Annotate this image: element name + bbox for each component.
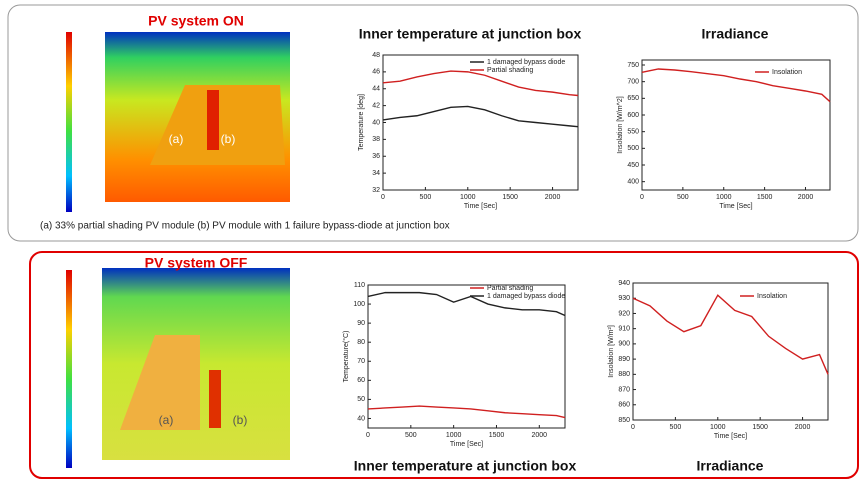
x-axis-label: Time [Sec] [450, 441, 483, 448]
module [120, 335, 200, 430]
plot-frame [382, 54, 579, 191]
x-tick-label: 1500 [752, 424, 768, 431]
x-tick-label: 1000 [716, 194, 732, 201]
chart-title: Inner temperature at junction box [354, 458, 577, 474]
y-tick-label: 38 [372, 136, 380, 143]
y-tick-label: 36 [372, 153, 380, 160]
chart-title: Inner temperature at junction box [359, 26, 582, 42]
plot-frame [632, 282, 829, 421]
x-tick-label: 1500 [757, 194, 773, 201]
x-tick-label: 2000 [545, 194, 561, 201]
data-line [382, 105, 579, 128]
y-tick-label: 930 [618, 295, 630, 302]
data-line [632, 294, 829, 375]
y-axis-label: Insolation [W/m^2] [617, 96, 624, 153]
x-axis-label: Time [Sec] [719, 203, 752, 210]
data-line [641, 68, 831, 103]
y-tick-label: 700 [627, 79, 639, 86]
data-line [367, 405, 566, 419]
plot-frame [641, 59, 831, 191]
y-tick-label: 750 [627, 62, 639, 69]
y-tick-label: 650 [627, 95, 639, 102]
x-axis-label: Time [Sec] [714, 433, 747, 440]
y-axis-label: Temperature [deg] [358, 94, 365, 151]
y-tick-label: 910 [618, 326, 630, 333]
x-tick-label: 500 [677, 194, 689, 201]
x-tick-label: 500 [670, 424, 682, 431]
x-tick-label: 2000 [532, 432, 548, 439]
y-tick-label: 870 [618, 386, 630, 393]
y-tick-label: 940 [618, 280, 630, 287]
y-tick-label: 90 [357, 320, 365, 327]
panel-frame [7, 4, 859, 242]
legend-label: 1 damaged bypass diode [487, 59, 565, 66]
y-tick-label: 890 [618, 356, 630, 363]
y-tick-label: 850 [618, 417, 630, 424]
y-tick-label: 70 [357, 358, 365, 365]
y-tick-label: 900 [618, 341, 630, 348]
y-tick-label: 450 [627, 162, 639, 169]
y-axis-label: Temperature(°C) [342, 331, 350, 383]
y-tick-label: 600 [627, 112, 639, 119]
x-tick-label: 0 [381, 194, 385, 201]
x-tick-label: 0 [640, 194, 644, 201]
y-tick-label: 550 [627, 129, 639, 136]
y-tick-label: 40 [357, 415, 365, 422]
y-tick-label: 80 [357, 339, 365, 346]
x-tick-label: 2000 [798, 194, 814, 201]
chart-title: Irradiance [702, 26, 769, 42]
y-tick-label: 48 [372, 52, 380, 59]
y-tick-label: 60 [357, 377, 365, 384]
y-tick-label: 100 [353, 301, 365, 308]
plot-frame [367, 284, 566, 429]
hot-spot [209, 370, 221, 428]
legend-label: Insolation [772, 69, 802, 76]
y-tick-label: 44 [372, 86, 380, 93]
y-tick-label: 880 [618, 371, 630, 378]
y-tick-label: 32 [372, 187, 380, 194]
chart-title: Irradiance [697, 458, 764, 474]
image-label: (a) [169, 132, 184, 146]
colorbar [66, 32, 72, 212]
y-tick-label: 920 [618, 310, 630, 317]
legend-label: Insolation [757, 293, 787, 300]
legend-label: Partial shading [487, 67, 533, 74]
x-tick-label: 500 [405, 432, 417, 439]
image-label: (b) [233, 413, 248, 427]
x-tick-label: 500 [420, 194, 432, 201]
x-tick-label: 1000 [710, 424, 726, 431]
x-axis-label: Time [Sec] [464, 203, 497, 210]
y-tick-label: 50 [357, 396, 365, 403]
y-tick-label: 400 [627, 179, 639, 186]
image-label: (b) [221, 132, 236, 146]
y-tick-label: 34 [372, 170, 380, 177]
x-tick-label: 2000 [795, 424, 811, 431]
legend-label: Partial shading [487, 285, 533, 292]
colorbar [66, 270, 72, 468]
image-label: (a) [159, 413, 174, 427]
x-tick-label: 1500 [502, 194, 518, 201]
data-line [382, 70, 579, 97]
y-tick-label: 860 [618, 402, 630, 409]
caption: (a) 33% partial shading PV module (b) PV… [40, 221, 450, 232]
y-tick-label: 42 [372, 102, 380, 109]
legend-label: 1 damaged bypass diode [487, 293, 565, 300]
panel-label: PV system OFF [145, 255, 248, 271]
hot-spot [207, 90, 219, 150]
y-tick-label: 40 [372, 119, 380, 126]
panel-label: PV system ON [148, 13, 244, 29]
y-tick-label: 110 [354, 282, 365, 289]
y-tick-label: 500 [627, 145, 639, 152]
panel-frame [29, 251, 859, 479]
x-tick-label: 1500 [489, 432, 505, 439]
y-tick-label: 46 [372, 69, 380, 76]
y-axis-label: Insolation [W/m²] [608, 325, 615, 378]
x-tick-label: 0 [366, 432, 370, 439]
x-tick-label: 1000 [446, 432, 462, 439]
x-tick-label: 0 [631, 424, 635, 431]
x-tick-label: 1000 [460, 194, 476, 201]
